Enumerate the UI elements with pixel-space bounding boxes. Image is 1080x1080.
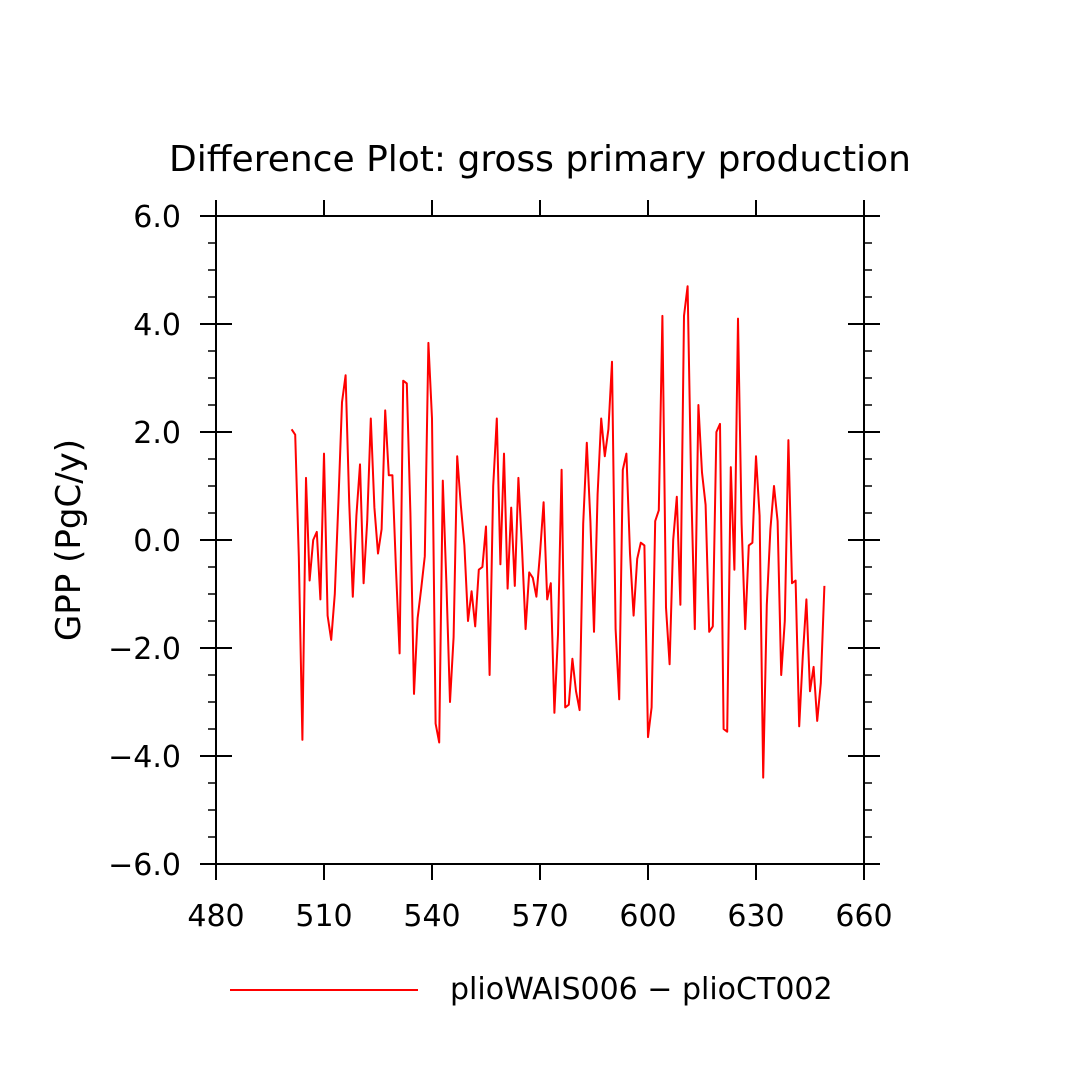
y-tick-label: 0.0 [133,524,181,559]
x-tick-label: 570 [511,899,568,934]
y-tick-label: −6.0 [108,848,181,883]
axis-tick-labels: 480 510 540 570 600 630 660 −6.0 −4.0 −2.0 0.0 2.0 4… [108,200,892,934]
plot-frame [215,215,865,865]
y-axis-label: GPP (PgC/y) [49,439,89,641]
chart-title: Difference Plot: gross primary productio… [169,139,911,180]
y-tick-label: −2.0 [108,632,181,667]
x-tick-label: 540 [403,899,460,934]
x-tick-label: 630 [727,899,784,934]
series-line [290,285,826,779]
x-tick-label: 600 [619,899,676,934]
y-tick-label: −4.0 [108,740,181,775]
y-tick-label: 6.0 [133,200,181,235]
legend-label: plioWAIS006 − plioCT002 [450,972,833,1007]
x-tick-label: 510 [295,899,352,934]
x-tick-label: 660 [835,899,892,934]
series-layer [290,285,826,779]
y-tick-label: 2.0 [133,416,181,451]
x-tick-label: 480 [187,899,244,934]
y-tick-label: 4.0 [133,308,181,343]
